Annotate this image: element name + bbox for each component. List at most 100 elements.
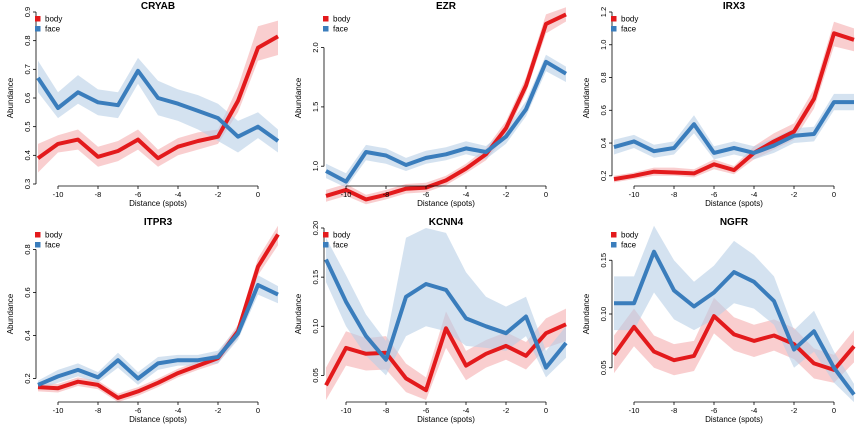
chart-panel-ezr: EZR -10 -8 -6 -4 -2 0 Distance (spots) 1.0 1.5 2.0… <box>294 1 568 208</box>
y-tick-label: 0.10 <box>311 319 320 334</box>
confidence-band-face <box>614 93 854 160</box>
y-axis-label: Abundance <box>6 77 15 118</box>
series-line-body <box>36 34 279 161</box>
chart-panel-ngfr: NGFR -10 -8 -6 -4 -2 0 Distance (spots) 0.05 0.10… <box>582 217 856 424</box>
chart-title: EZR <box>436 1 457 12</box>
legend-label-face: face <box>45 241 61 250</box>
legend-swatch-face <box>611 26 617 32</box>
legend-label-body: body <box>621 15 638 24</box>
y-tick-label: 0.8 <box>23 35 32 45</box>
legend-label-face: face <box>621 241 637 250</box>
x-tick-label: -2 <box>791 406 798 415</box>
x-tick-label: -6 <box>135 190 142 199</box>
chart-panel-cryab: CRYAB -10 -8 -6 -4 -2 0 Distance (spots) 0.3 0.4 0… <box>6 1 280 208</box>
legend-swatch-body <box>323 16 329 22</box>
confidence-band-face <box>38 275 278 390</box>
y-tick-label: 0.15 <box>599 253 608 268</box>
y-tick-label: 0.05 <box>311 368 320 383</box>
chart-title: IRX3 <box>723 1 746 12</box>
x-tick-label: -2 <box>791 190 798 199</box>
series-line-face <box>324 258 568 370</box>
chart-panel-itpr3: ITPR3 -10 -8 -6 -4 -2 0 Distance (spots) 0.2 0.4 0… <box>6 217 280 424</box>
y-tick-label: 0.4 <box>23 330 32 340</box>
y-tick-label: 0.05 <box>599 360 608 375</box>
confidence-band-body <box>614 21 854 183</box>
x-tick-label: -8 <box>383 190 390 199</box>
y-tick-label: 1.0 <box>311 161 320 171</box>
chart-title: NGFR <box>720 217 749 228</box>
legend-swatch-body <box>611 232 617 238</box>
x-tick-label: -10 <box>629 406 640 415</box>
y-tick-label: 0.10 <box>599 307 608 322</box>
x-tick-label: -10 <box>341 190 352 199</box>
x-tick-label: -6 <box>711 190 718 199</box>
chart-panel-kcnn4: KCNN4 -10 -8 -6 -4 -2 0 Distance (spots) 0.05 0.1… <box>294 217 568 424</box>
y-tick-label: 0.15 <box>311 270 320 285</box>
x-tick-label: -8 <box>383 406 390 415</box>
x-axis-label: Distance (spots) <box>417 415 475 424</box>
legend-label-body: body <box>333 15 350 24</box>
legend-label-body: body <box>45 15 62 24</box>
legend-swatch-face <box>35 242 41 248</box>
x-axis-label: Distance (spots) <box>705 415 763 424</box>
x-tick-label: -2 <box>503 406 510 415</box>
legend-swatch-body <box>35 16 41 22</box>
x-tick-label: 0 <box>544 406 548 415</box>
series-line-face <box>613 100 854 155</box>
y-tick-label: 0.6 <box>23 93 32 103</box>
legend-label-face: face <box>621 25 637 34</box>
x-tick-label: -2 <box>215 406 222 415</box>
x-axis-label: Distance (spots) <box>129 415 187 424</box>
y-tick-label: 0.3 <box>23 179 32 189</box>
y-tick-label: 0.6 <box>599 105 608 115</box>
y-tick-label: 0.7 <box>23 64 32 74</box>
x-tick-label: -6 <box>135 406 142 415</box>
x-tick-label: -6 <box>711 406 718 415</box>
x-tick-label: 0 <box>256 190 260 199</box>
legend-swatch-face <box>323 26 329 32</box>
series-line-body <box>613 31 855 182</box>
legend-label-body: body <box>621 231 638 240</box>
x-tick-label: -4 <box>463 190 470 199</box>
chart-title: KCNN4 <box>429 217 464 228</box>
y-tick-label: 0.20 <box>311 221 320 236</box>
series-line-body <box>612 314 856 372</box>
legend-swatch-face <box>611 242 617 248</box>
x-tick-label: -2 <box>215 190 222 199</box>
y-axis-label: Abundance <box>6 293 15 334</box>
legend-swatch-body <box>611 16 617 22</box>
x-axis-label: Distance (spots) <box>417 199 475 208</box>
y-tick-label: 0.2 <box>599 171 608 181</box>
legend-label-face: face <box>333 241 349 250</box>
y-tick-label: 0.2 <box>23 373 32 383</box>
x-tick-label: -6 <box>423 406 430 415</box>
y-tick-label: 1.2 <box>599 7 608 17</box>
x-tick-label: 0 <box>832 406 836 415</box>
x-tick-label: -4 <box>175 406 182 415</box>
legend-swatch-body <box>323 232 329 238</box>
legend-label-face: face <box>45 25 61 34</box>
x-tick-label: -10 <box>53 406 64 415</box>
x-tick-label: -4 <box>751 406 758 415</box>
x-tick-label: -10 <box>341 406 352 415</box>
x-axis-label: Distance (spots) <box>705 199 763 208</box>
x-tick-label: 0 <box>544 190 548 199</box>
y-tick-label: 0.5 <box>23 121 32 131</box>
x-tick-label: -10 <box>629 190 640 199</box>
legend-label-face: face <box>333 25 349 34</box>
series-line-face <box>37 283 279 387</box>
x-axis-label: Distance (spots) <box>129 199 187 208</box>
legend-swatch-body <box>35 232 41 238</box>
y-tick-label: 0.6 <box>23 287 32 297</box>
series-line-face <box>325 59 568 184</box>
series-line-face <box>36 68 280 143</box>
y-tick-label: 1.5 <box>311 102 320 112</box>
x-tick-label: 0 <box>832 190 836 199</box>
y-axis-label: Abundance <box>294 293 303 334</box>
x-tick-label: -2 <box>503 190 510 199</box>
legend-label-body: body <box>45 231 62 240</box>
x-tick-label: -8 <box>671 406 678 415</box>
series-line-face <box>614 249 856 396</box>
y-axis-label: Abundance <box>294 77 303 118</box>
y-tick-label: 0.9 <box>23 7 32 17</box>
